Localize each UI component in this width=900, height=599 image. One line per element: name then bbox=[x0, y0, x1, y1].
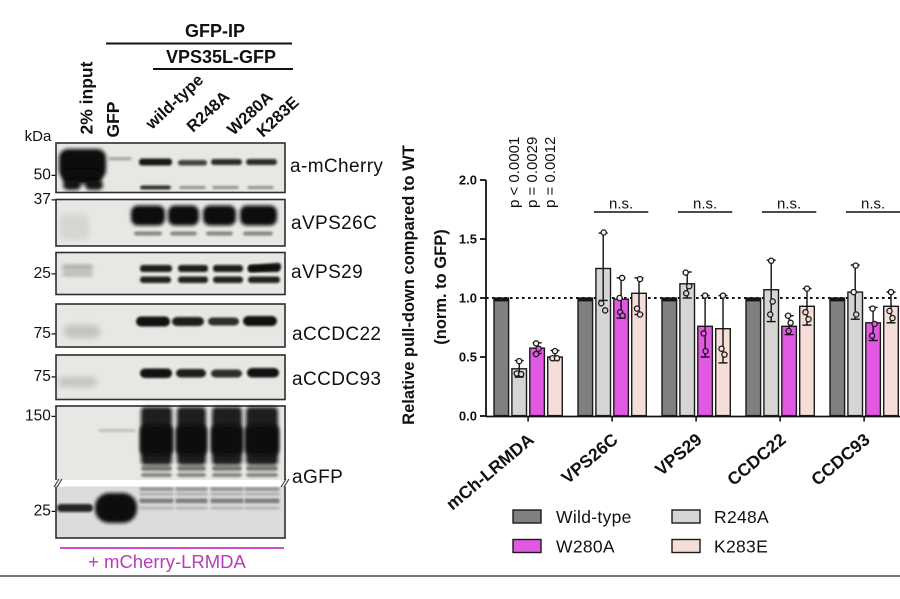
svg-text:R248A: R248A bbox=[714, 507, 769, 527]
svg-text:a-mCherry: a-mCherry bbox=[290, 156, 383, 177]
svg-text:2.0: 2.0 bbox=[459, 173, 477, 188]
svg-text:(norm. to GFP): (norm. to GFP) bbox=[432, 229, 450, 344]
svg-text:n.s.: n.s. bbox=[609, 196, 633, 213]
svg-text:25-: 25- bbox=[34, 503, 56, 520]
svg-text:0.0: 0.0 bbox=[459, 409, 477, 424]
svg-text:1.0: 1.0 bbox=[459, 291, 477, 306]
svg-text:+ mCherry-LRMDA: + mCherry-LRMDA bbox=[88, 551, 246, 572]
svg-text:aVPS26C: aVPS26C bbox=[291, 213, 377, 234]
svg-text:VPS35L-GFP: VPS35L-GFP bbox=[166, 47, 276, 67]
svg-text:p < 0.0001: p < 0.0001 bbox=[506, 137, 523, 208]
svg-text:n.s.: n.s. bbox=[861, 196, 885, 213]
svg-text:kDa: kDa bbox=[25, 128, 52, 145]
svg-text:p = 0.0012: p = 0.0012 bbox=[542, 137, 559, 208]
svg-text:0.5: 0.5 bbox=[459, 350, 477, 365]
svg-text:K283E: K283E bbox=[714, 537, 768, 557]
svg-text:n.s.: n.s. bbox=[693, 196, 717, 213]
svg-text:Relative pull-down compared to: Relative pull-down compared to WT bbox=[400, 145, 418, 425]
svg-text:aCCDC93: aCCDC93 bbox=[292, 369, 381, 390]
svg-text:1.5: 1.5 bbox=[459, 232, 477, 247]
svg-text:GFP: GFP bbox=[103, 101, 123, 137]
svg-text:37-: 37- bbox=[34, 191, 56, 208]
svg-text:75-: 75- bbox=[34, 325, 56, 342]
svg-text:W280A: W280A bbox=[556, 537, 615, 557]
svg-text:n.s.: n.s. bbox=[777, 196, 801, 213]
svg-text:25-: 25- bbox=[34, 265, 56, 282]
svg-text:aVPS29: aVPS29 bbox=[291, 262, 363, 283]
svg-text:p = 0.0029: p = 0.0029 bbox=[524, 137, 541, 208]
svg-text:2% input: 2% input bbox=[77, 61, 97, 134]
svg-text:GFP-IP: GFP-IP bbox=[185, 21, 245, 41]
svg-text:50-: 50- bbox=[34, 167, 56, 184]
svg-text:150-: 150- bbox=[25, 408, 56, 425]
svg-text:75-: 75- bbox=[34, 368, 56, 385]
svg-text:aCCDC22: aCCDC22 bbox=[292, 324, 381, 345]
svg-text:aGFP: aGFP bbox=[292, 467, 343, 488]
svg-text:Wild-type: Wild-type bbox=[556, 507, 632, 527]
